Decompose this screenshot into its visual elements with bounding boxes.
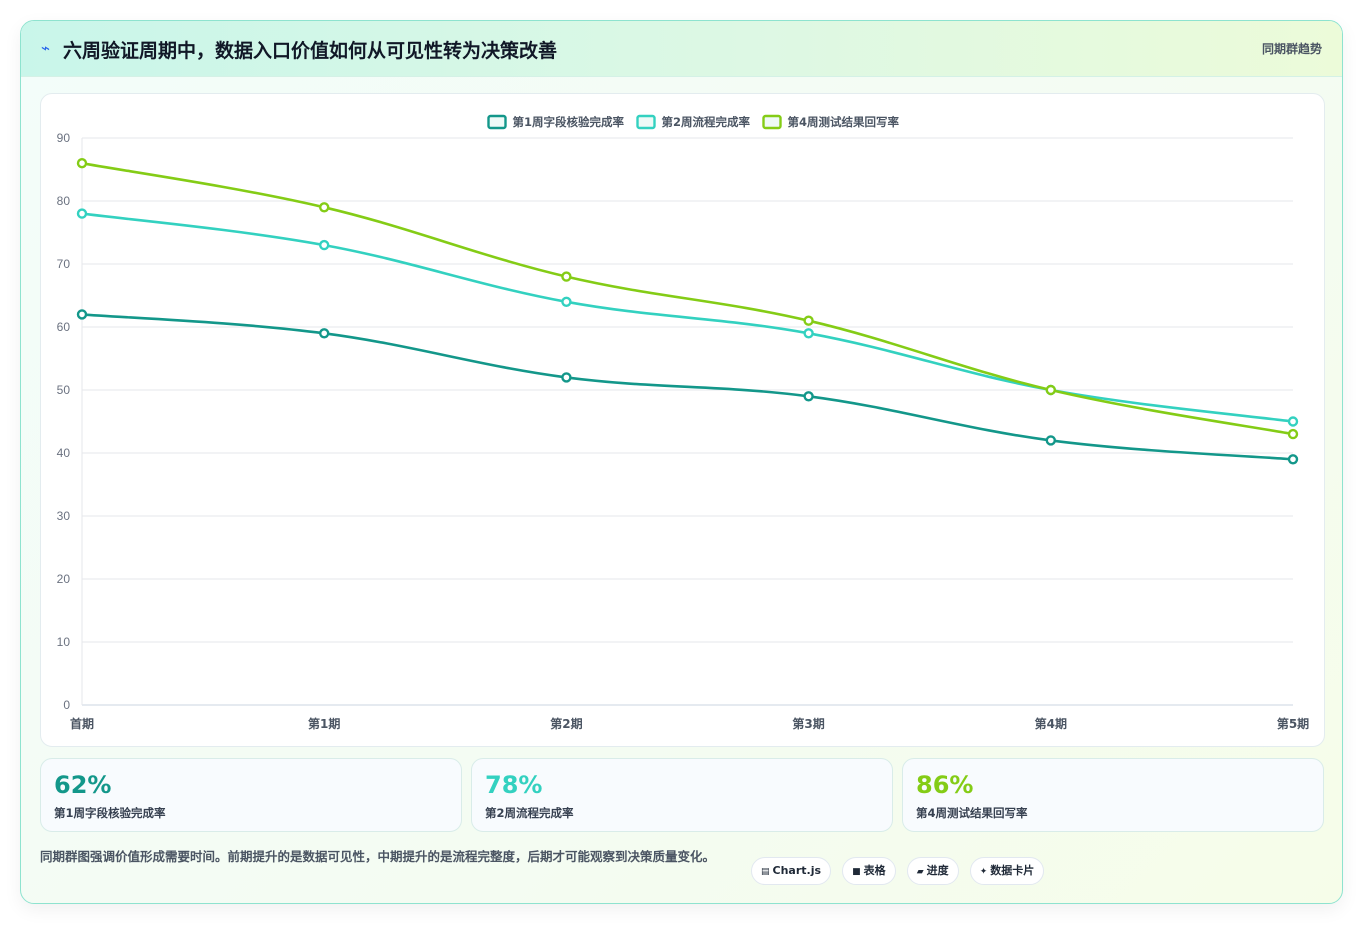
legend-swatch [487, 114, 507, 130]
series-line [81, 212, 1294, 423]
chip-label: 表格 [863, 864, 886, 877]
x-tick-label: 第4期 [1035, 716, 1067, 731]
stat-card-1: 62% 第1周字段核验完成率 [40, 758, 462, 832]
table-icon: ■ [852, 867, 861, 877]
data-point [319, 328, 330, 339]
lightning-icon: ⌁ [41, 39, 51, 57]
x-tick-label: 第1期 [308, 716, 340, 731]
y-tick-label: 80 [57, 194, 71, 208]
x-tick-label: 首期 [70, 716, 94, 731]
data-point [1287, 428, 1299, 440]
stat-card-3: 86% 第4周测试结果回写率 [902, 758, 1324, 832]
data-point [803, 391, 814, 402]
x-tick-label: 第2期 [550, 716, 582, 731]
chip-data-card[interactable]: ✦ 数据卡片 [969, 857, 1045, 885]
legend-label: 第2周流程完成率 [662, 115, 751, 129]
y-tick-label: 50 [57, 383, 71, 397]
chip-chartjs[interactable]: ▤ Chart.js [751, 857, 832, 885]
stat-value: 62% [54, 771, 112, 799]
line-chart: 0 10 20 30 40 50 60 70 80 90 首期 第1期 第2期 第3期 第4期 第5期 第1周字… [57, 114, 1309, 731]
data-point [1287, 416, 1299, 427]
series-line [81, 313, 1294, 461]
data-point [76, 157, 88, 169]
stat-label: 第2周流程完成率 [485, 806, 574, 820]
y-tick-label: 30 [57, 509, 71, 523]
stat-label: 第1周字段核验完成率 [54, 806, 166, 820]
sparkle-icon: ✦ [979, 867, 988, 877]
x-tick-label: 第3期 [792, 716, 824, 731]
legend-swatch [762, 114, 782, 130]
legend-swatch [636, 114, 656, 130]
data-point [561, 372, 572, 383]
chip-label: Chart.js [772, 864, 822, 877]
stat-value: 86% [916, 771, 974, 799]
data-point [561, 296, 572, 308]
stat-value: 78% [485, 771, 543, 799]
data-point [319, 239, 330, 251]
data-point [1045, 384, 1056, 396]
y-tick-label: 20 [57, 572, 71, 586]
x-tick-label: 第5期 [1277, 716, 1309, 731]
chart-icon: ▤ [761, 867, 770, 877]
data-point [561, 271, 572, 282]
legend-label: 第1周字段核验完成率 [513, 115, 625, 129]
stat-label: 第4周测试结果回写率 [916, 806, 1028, 820]
data-point [1045, 435, 1056, 446]
y-tick-label: 60 [57, 320, 71, 334]
y-tick-label: 40 [57, 446, 71, 460]
stat-card-2: 78% 第2周流程完成率 [471, 758, 893, 832]
data-point [76, 208, 88, 219]
chip-label: 进度 [926, 864, 949, 877]
data-point [319, 202, 330, 213]
chip-progress[interactable]: ▰ 进度 [906, 857, 959, 885]
cohort-card: ⌁ 六周验证周期中，数据入口价值如何从可见性转为决策改善 同期群趋势 0 10 20… [20, 20, 1343, 904]
y-tick-label: 10 [57, 635, 71, 649]
data-point [1287, 454, 1299, 465]
page-title: 六周验证周期中，数据入口价值如何从可见性转为决策改善 [63, 40, 558, 62]
header-tag: 同期群趋势 [1261, 42, 1322, 56]
tech-chips: ▤ Chart.js ■ 表格 ▰ 进度 ✦ 数据卡片 [751, 857, 1050, 887]
chip-table[interactable]: ■ 表格 [842, 857, 896, 885]
data-point [76, 309, 88, 320]
footer-description: 同期群图强调价值形成需要时间。前期提升的是数据可见性，中期提升的是流程完整度，后… [40, 849, 716, 864]
y-tick-label: 90 [57, 131, 71, 145]
progress-icon: ▰ [916, 867, 924, 877]
legend-label: 第4周测试结果回写率 [788, 115, 900, 129]
chart-panel: 0 10 20 30 40 50 60 70 80 90 首期 第1期 第2期 第3期 第4期 第5期 第1周字… [40, 93, 1325, 747]
chip-label: 数据卡片 [990, 864, 1035, 877]
y-tick-label: 70 [57, 257, 71, 271]
series-line [81, 161, 1294, 436]
y-tick-label: 0 [63, 698, 70, 712]
card-header: ⌁ 六周验证周期中，数据入口价值如何从可见性转为决策改善 同期群趋势 [21, 21, 1342, 77]
data-point [803, 328, 814, 339]
data-point [803, 315, 814, 326]
